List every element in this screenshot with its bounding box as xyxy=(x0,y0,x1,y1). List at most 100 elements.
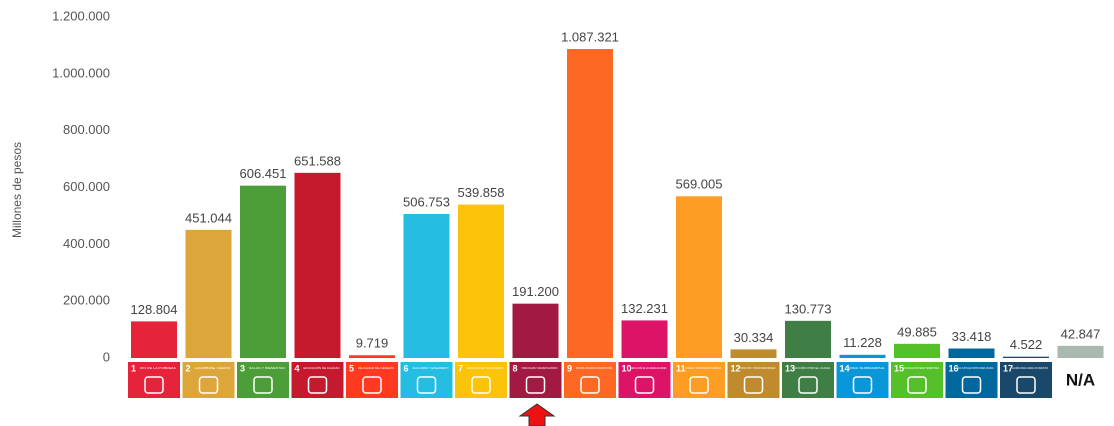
category-name: FIN DE LA POBREZA xyxy=(140,366,176,370)
bar xyxy=(131,321,177,358)
icon-glyph xyxy=(580,376,600,394)
sdg-icon: N/A xyxy=(1054,362,1107,398)
icon-glyph xyxy=(307,376,328,394)
bar xyxy=(240,185,286,358)
x-tick-label: 13 xyxy=(785,363,795,373)
icon-glyph xyxy=(961,376,982,394)
icon-background xyxy=(509,362,562,398)
value-label: 539.858 xyxy=(458,185,505,200)
icon-glyph xyxy=(144,376,164,394)
icon-glyph xyxy=(634,376,655,394)
bar xyxy=(948,348,995,358)
y-tick-label: 200.000 xyxy=(63,293,110,308)
icon-background xyxy=(400,362,453,398)
sdg-icon: 11 CIUDADES Y COMUNIDADES SOSTENIBLES xyxy=(673,362,725,398)
x-tick-label: 7 xyxy=(458,363,463,373)
icon-background xyxy=(346,362,398,398)
bar xyxy=(403,213,450,358)
x-tick-label: 14 xyxy=(840,363,850,373)
value-label: 1.087.321 xyxy=(561,29,619,44)
category-name: VIDA DE ECOSISTEMAS TERRESTRES xyxy=(903,366,939,370)
category-name: ENERGÍA ASEQUIBLE Y NO CONTAMINANTE xyxy=(467,366,503,370)
icon-background xyxy=(891,362,943,398)
icon-glyph xyxy=(743,376,764,394)
value-label: 506.753 xyxy=(403,194,450,209)
value-label: 11.228 xyxy=(843,335,882,350)
value-label: 49.885 xyxy=(897,324,937,339)
value-label: 42.847 xyxy=(1061,326,1101,341)
category-name: EDUCACIÓN DE CALIDAD xyxy=(304,365,341,370)
icon-glyph xyxy=(362,376,382,394)
bar xyxy=(839,354,886,358)
icon-glyph xyxy=(852,376,873,394)
value-label: 33.418 xyxy=(952,329,992,344)
bar xyxy=(785,320,831,358)
x-tick-label: 2 xyxy=(186,363,191,373)
value-label: 4.522 xyxy=(1010,337,1043,352)
icon-background xyxy=(836,362,889,398)
category-name: PAZ, JUSTICIA E INSTITUCIONES SÓLIDAS xyxy=(958,365,994,370)
value-label: 9.719 xyxy=(356,336,389,351)
category-name: CIUDADES Y COMUNIDADES SOSTENIBLES xyxy=(685,366,721,370)
category-name: VIDA SUBMARINA xyxy=(849,366,885,370)
bar xyxy=(621,320,668,358)
icon-background xyxy=(945,362,998,398)
y-tick-label: 800.000 xyxy=(63,122,110,137)
icon-glyph xyxy=(1016,376,1036,394)
y-axis-label: Millones de pesos xyxy=(10,142,24,238)
value-label: 132.231 xyxy=(621,301,668,316)
icon-glyph xyxy=(798,376,818,394)
icon-background xyxy=(564,362,616,398)
arrow xyxy=(518,403,556,426)
sdg-icon: 6 AGUA LIMPIA Y SANEAMIENTO xyxy=(400,362,453,398)
value-label: 651.588 xyxy=(294,153,341,168)
value-label: 128.804 xyxy=(131,302,178,317)
icon-background xyxy=(291,362,344,398)
value-label: 191.200 xyxy=(512,284,559,299)
x-tick-label: 10 xyxy=(622,363,632,373)
icon-background xyxy=(782,362,834,398)
icon-background xyxy=(128,362,180,398)
x-tick-label: 15 xyxy=(894,363,904,373)
x-tick-label: 3 xyxy=(240,363,245,373)
bar xyxy=(730,349,777,358)
x-tick-label: 8 xyxy=(513,363,518,373)
category-name: HAMBRE CERO xyxy=(195,366,232,370)
icon-background xyxy=(182,362,235,398)
x-tick-label: 5 xyxy=(349,363,354,373)
sdg-icon: 7 ENERGÍA ASEQUIBLE Y NO CONTAMINANTE xyxy=(455,362,507,398)
icon-glyph xyxy=(416,376,437,394)
bar xyxy=(512,303,559,358)
value-label: 569.005 xyxy=(676,177,723,192)
category-name: INDUSTRIA, INNOVACIÓN E INFRAESTRUCTURA xyxy=(576,365,612,370)
icon-background xyxy=(455,362,507,398)
bar xyxy=(294,172,341,358)
y-tick-label: 400.000 xyxy=(63,236,110,251)
x-tick-label: N/A xyxy=(1066,370,1095,389)
bar xyxy=(567,49,613,358)
icon-background xyxy=(618,362,671,398)
category-name: AGUA LIMPIA Y SANEAMIENTO xyxy=(413,366,450,370)
sdg-icon: 8 TRABAJO DECENTE Y CRECIMIENTO ECONÓMICO xyxy=(509,362,562,398)
icon-background xyxy=(237,362,289,398)
icon-glyph xyxy=(689,376,709,394)
x-tick-label: 6 xyxy=(404,363,409,373)
x-tick-label: 4 xyxy=(295,363,300,373)
icon-glyph xyxy=(253,376,273,394)
value-label: 30.334 xyxy=(734,330,774,345)
bar xyxy=(894,343,940,358)
bar xyxy=(458,204,504,358)
bar xyxy=(349,355,395,358)
category-name: ACCIÓN POR EL CLIMA xyxy=(794,365,830,370)
x-tick-label: 16 xyxy=(949,363,959,373)
y-tick-label: 0 xyxy=(103,349,110,364)
icon-glyph xyxy=(198,376,219,394)
x-tick-label: 12 xyxy=(731,363,741,373)
category-name: ALIANZAS PARA LOGRAR LOS OBJETIVOS xyxy=(1012,366,1048,370)
